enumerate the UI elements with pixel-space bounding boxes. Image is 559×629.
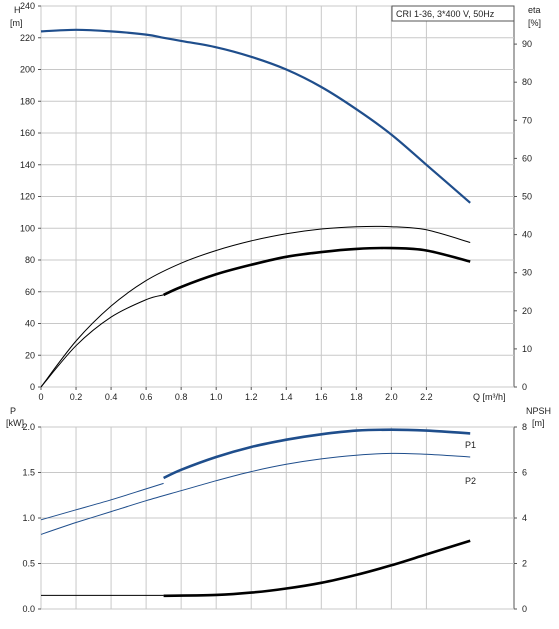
- y2-tick-label: 4: [522, 513, 527, 523]
- y2-tick-label: 50: [522, 192, 532, 202]
- p1-series-line: [40, 482, 164, 521]
- y-tick-label: 0.5: [22, 559, 35, 569]
- y-tick-label: 60: [25, 287, 35, 297]
- series-line: [163, 246, 471, 297]
- x-tick-label: 2.2: [420, 392, 433, 402]
- y-tick-label: 240: [20, 1, 35, 11]
- power-axis-unit: [kW]: [6, 418, 24, 428]
- y-tick-label: 180: [20, 96, 35, 106]
- y-tick-label: 80: [25, 255, 35, 265]
- pump-label: CRI 1-36, 3*400 V, 50Hz: [396, 9, 495, 19]
- eta-axis-unit: [%]: [528, 18, 541, 28]
- y-tick-label: 200: [20, 65, 35, 75]
- flow-axis-label: Q [m³/h]: [473, 392, 506, 402]
- power-axis-label: P: [10, 406, 16, 416]
- y-tick-label: 40: [25, 319, 35, 329]
- y-tick-label: 120: [20, 192, 35, 202]
- head-y-tick-labels: 0 20 40 60 80 100 120 140 160 180 200 220 240: [20, 1, 41, 392]
- x-tick-label: 1.4: [280, 392, 293, 402]
- series-line: [40, 294, 164, 388]
- x-tick-label: 0.2: [70, 392, 83, 402]
- y-tick-label: 20: [25, 350, 35, 360]
- x-tick-label: 0.4: [105, 392, 118, 402]
- flow-x-tick-labels: 0 0.2 0.4 0.6 0.8 1.0 1.2 1.4 1.6 1.8 2.0 2.2: [38, 387, 433, 402]
- y2-tick-label: 2: [522, 559, 527, 569]
- x-tick-label: 1.2: [245, 392, 258, 402]
- p2-series-label: P2: [465, 476, 476, 486]
- head-axis-unit: [m]: [10, 18, 23, 28]
- series-line: [40, 225, 471, 388]
- y2-tick-label: 0: [522, 604, 527, 614]
- x-tick-label: 0.6: [140, 392, 153, 402]
- power-y-tick-labels: 0.0 0.5 1.0 1.5 2.0: [22, 422, 41, 614]
- y2-tick-label: 60: [522, 153, 532, 163]
- y-tick-label: 0: [30, 382, 35, 392]
- eta-axis-label: eta: [528, 5, 541, 15]
- y2-tick-label: 6: [522, 468, 527, 478]
- y2-tick-label: 0: [522, 382, 527, 392]
- npsh-y-tick-labels: 0 2 4 6 8: [514, 422, 527, 614]
- power-npsh-panel: 0.0 0.5 1.0 1.5 2.0 0 2 4 6 8 P [kW] NPSH [m] P1…: [6, 406, 551, 614]
- pump-label-box: [391, 5, 515, 22]
- y-tick-label: 1.0: [22, 513, 35, 523]
- p1-series-label: P1: [465, 440, 476, 450]
- power-grid: [40, 426, 514, 610]
- p2-series-line: [40, 452, 471, 535]
- npsh-axis-unit: [m]: [532, 418, 545, 428]
- y-tick-label: 140: [20, 160, 35, 170]
- y-tick-label: 2.0: [22, 422, 35, 432]
- y2-tick-label: 80: [522, 77, 532, 87]
- y2-tick-label: 8: [522, 422, 527, 432]
- y2-tick-label: 30: [522, 268, 532, 278]
- series-line: [163, 539, 471, 598]
- y-tick-label: 1.5: [22, 468, 35, 478]
- y2-tick-label: 10: [522, 344, 532, 354]
- head-axis-label: H: [14, 5, 21, 15]
- x-tick-label: 1.8: [350, 392, 363, 402]
- head-efficiency-panel: 0 20 40 60 80 100 120 140 160 180 200 220 240 0 10 20 3…: [10, 1, 541, 402]
- eta-y-tick-labels: 0 10 20 30 40 50 60 70 80 90: [514, 39, 532, 392]
- head-grid: [40, 5, 514, 388]
- x-tick-label: 0.8: [175, 392, 188, 402]
- series-line: [40, 28, 471, 204]
- y-tick-label: 0.0: [22, 604, 35, 614]
- x-tick-label: 1.0: [210, 392, 223, 402]
- x-tick-label: 0: [38, 392, 43, 402]
- npsh-axis-label: NPSH: [526, 406, 551, 416]
- y-tick-label: 100: [20, 223, 35, 233]
- y2-tick-label: 70: [522, 115, 532, 125]
- x-tick-label: 2.0: [385, 392, 398, 402]
- x-tick-label: 1.6: [315, 392, 328, 402]
- head-series-group: [40, 28, 471, 388]
- y2-tick-label: 90: [522, 39, 532, 49]
- power-series-group: [40, 428, 471, 598]
- y2-tick-label: 40: [522, 230, 532, 240]
- y-tick-label: 220: [20, 33, 35, 43]
- y-tick-label: 160: [20, 128, 35, 138]
- p1-series-line: [163, 428, 471, 480]
- y2-tick-label: 20: [522, 306, 532, 316]
